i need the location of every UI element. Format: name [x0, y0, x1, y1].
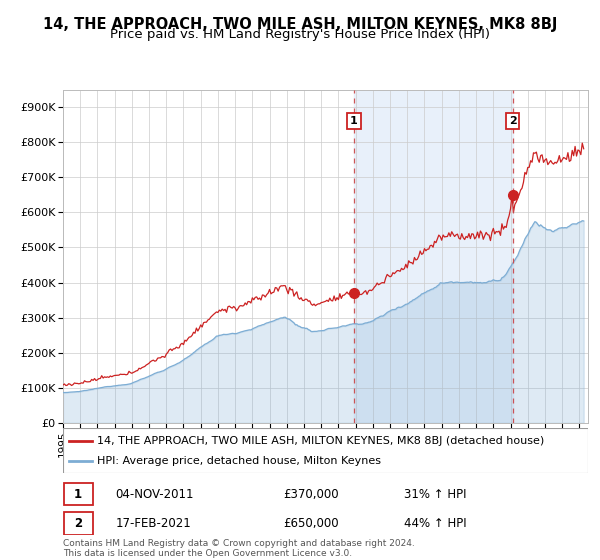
Text: 44% ↑ HPI: 44% ↑ HPI	[404, 517, 467, 530]
Text: HPI: Average price, detached house, Milton Keynes: HPI: Average price, detached house, Milt…	[97, 456, 381, 466]
Text: 04-NOV-2011: 04-NOV-2011	[115, 488, 194, 501]
Text: 31% ↑ HPI: 31% ↑ HPI	[404, 488, 467, 501]
Text: 2: 2	[509, 116, 517, 126]
Bar	[64, 512, 93, 535]
Text: 1: 1	[74, 488, 82, 501]
Text: Price paid vs. HM Land Registry's House Price Index (HPI): Price paid vs. HM Land Registry's House …	[110, 28, 490, 41]
Text: Contains HM Land Registry data © Crown copyright and database right 2024.
This d: Contains HM Land Registry data © Crown c…	[63, 539, 415, 558]
Text: 14, THE APPROACH, TWO MILE ASH, MILTON KEYNES, MK8 8BJ (detached house): 14, THE APPROACH, TWO MILE ASH, MILTON K…	[97, 436, 544, 446]
Text: 17-FEB-2021: 17-FEB-2021	[115, 517, 191, 530]
Text: 2: 2	[74, 517, 82, 530]
Text: 14, THE APPROACH, TWO MILE ASH, MILTON KEYNES, MK8 8BJ: 14, THE APPROACH, TWO MILE ASH, MILTON K…	[43, 17, 557, 32]
Text: £650,000: £650,000	[284, 517, 339, 530]
Text: £370,000: £370,000	[284, 488, 339, 501]
Bar	[64, 483, 93, 505]
Text: 1: 1	[350, 116, 358, 126]
Bar	[354, 90, 512, 423]
